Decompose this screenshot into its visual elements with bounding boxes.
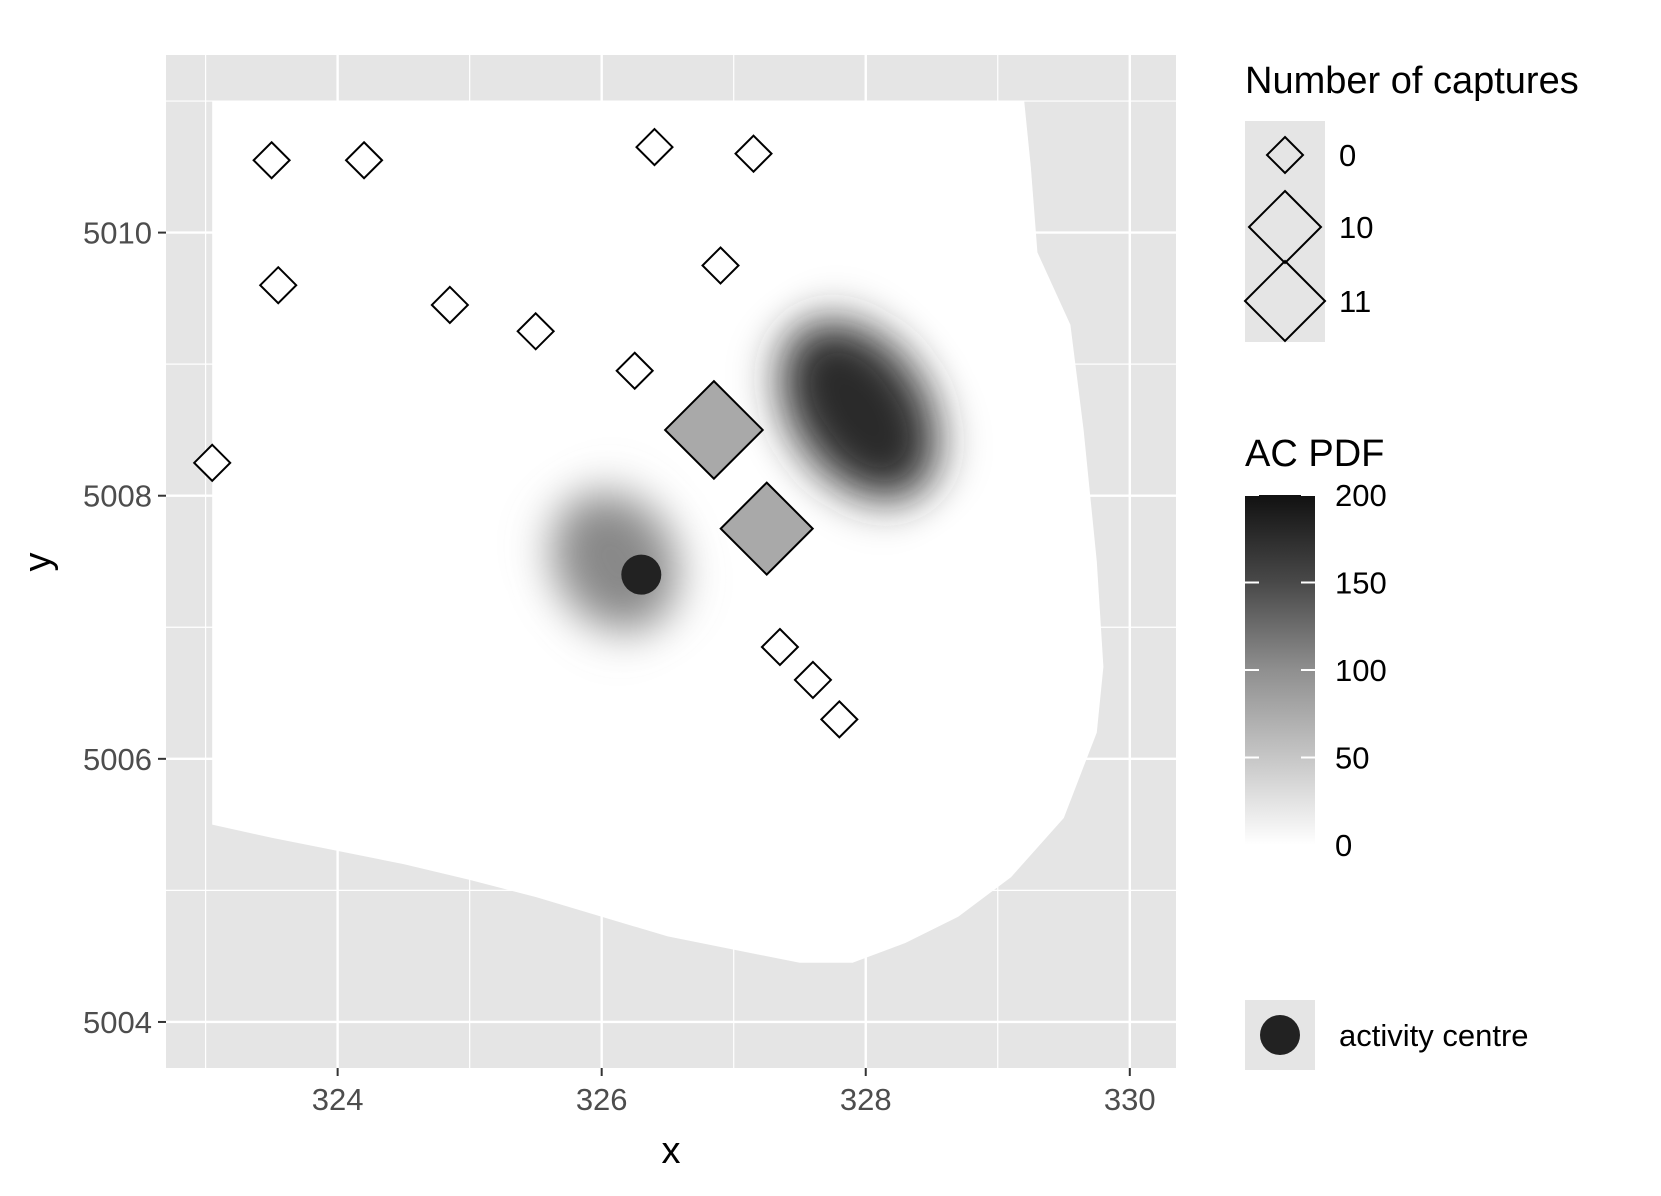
legend-captures-label: 11 xyxy=(1339,284,1371,319)
legend-captures-diamond xyxy=(1243,259,1327,343)
legend-captures-key-background xyxy=(1245,121,1325,342)
legend-captures-diamond xyxy=(1247,189,1323,265)
legend-captures: Number of captures 0 10 11 xyxy=(1243,60,1579,343)
trap-diamond xyxy=(719,481,815,577)
y-axis: 5004 5006 5008 5010 y xyxy=(17,216,166,1040)
x-tick-label: 324 xyxy=(312,1082,364,1117)
x-axis: 324 326 328 330 x xyxy=(312,1068,1156,1172)
plot-panel xyxy=(166,55,1176,1068)
trap-diamond xyxy=(252,140,292,180)
legend-captures-label: 0 xyxy=(1339,138,1356,173)
trap-diamond xyxy=(734,134,773,174)
trap-diamond xyxy=(819,699,859,739)
activity-centre-markers xyxy=(621,554,662,595)
x-ticks: 324 326 328 330 xyxy=(312,1068,1156,1117)
legend-captures-diamond xyxy=(1265,135,1305,175)
legend-activity-centre: activity centre xyxy=(1245,1000,1529,1070)
density-blob xyxy=(780,320,938,500)
legend-activity-centre-label: activity centre xyxy=(1339,1018,1529,1053)
trap-diamond xyxy=(344,140,384,180)
legend-captures-items: 0 10 11 xyxy=(1243,135,1373,343)
colorbar-tick-label: 150 xyxy=(1335,566,1387,601)
trap-markers xyxy=(192,127,859,739)
legend-acpdf-ticks: 0 50 100 150 200 xyxy=(1245,478,1387,863)
colorbar-tick-label: 200 xyxy=(1335,478,1387,513)
colorbar-tick-label: 0 xyxy=(1335,828,1352,863)
trap-diamond xyxy=(430,285,470,325)
y-axis-title: y xyxy=(17,553,59,572)
x-tick-label: 328 xyxy=(840,1082,892,1117)
trap-diamond xyxy=(793,660,833,700)
activity-centre-point xyxy=(621,554,662,595)
y-tick-label: 5004 xyxy=(83,1005,152,1040)
x-tick-label: 326 xyxy=(576,1082,628,1117)
legend-acpdf: AC PDF 0 50 100 150 200 xyxy=(1245,433,1387,863)
trap-diamond xyxy=(258,265,298,305)
trap-diamond xyxy=(701,246,740,285)
x-tick-label: 330 xyxy=(1104,1082,1156,1117)
legend-captures-title: Number of captures xyxy=(1245,60,1579,102)
trap-diamond xyxy=(615,351,655,391)
colorbar-tick-label: 50 xyxy=(1335,741,1369,776)
trap-diamond xyxy=(192,443,232,483)
colorbar-tick-label: 100 xyxy=(1335,653,1387,688)
y-tick-label: 5010 xyxy=(83,216,152,251)
ac-pdf-density xyxy=(551,320,938,631)
density-blob xyxy=(551,492,678,631)
trap-diamond xyxy=(760,627,800,667)
legend-activity-centre-marker xyxy=(1260,1015,1300,1055)
y-tick-label: 5006 xyxy=(83,742,152,777)
trap-diamond xyxy=(663,379,765,481)
x-axis-title: x xyxy=(662,1130,681,1172)
trap-diamond xyxy=(635,127,674,167)
legend-acpdf-title: AC PDF xyxy=(1245,433,1384,475)
trap-diamond xyxy=(516,311,556,351)
legend-captures-label: 10 xyxy=(1339,210,1373,245)
y-ticks: 5004 5006 5008 5010 xyxy=(83,216,166,1040)
y-tick-label: 5008 xyxy=(83,479,152,514)
